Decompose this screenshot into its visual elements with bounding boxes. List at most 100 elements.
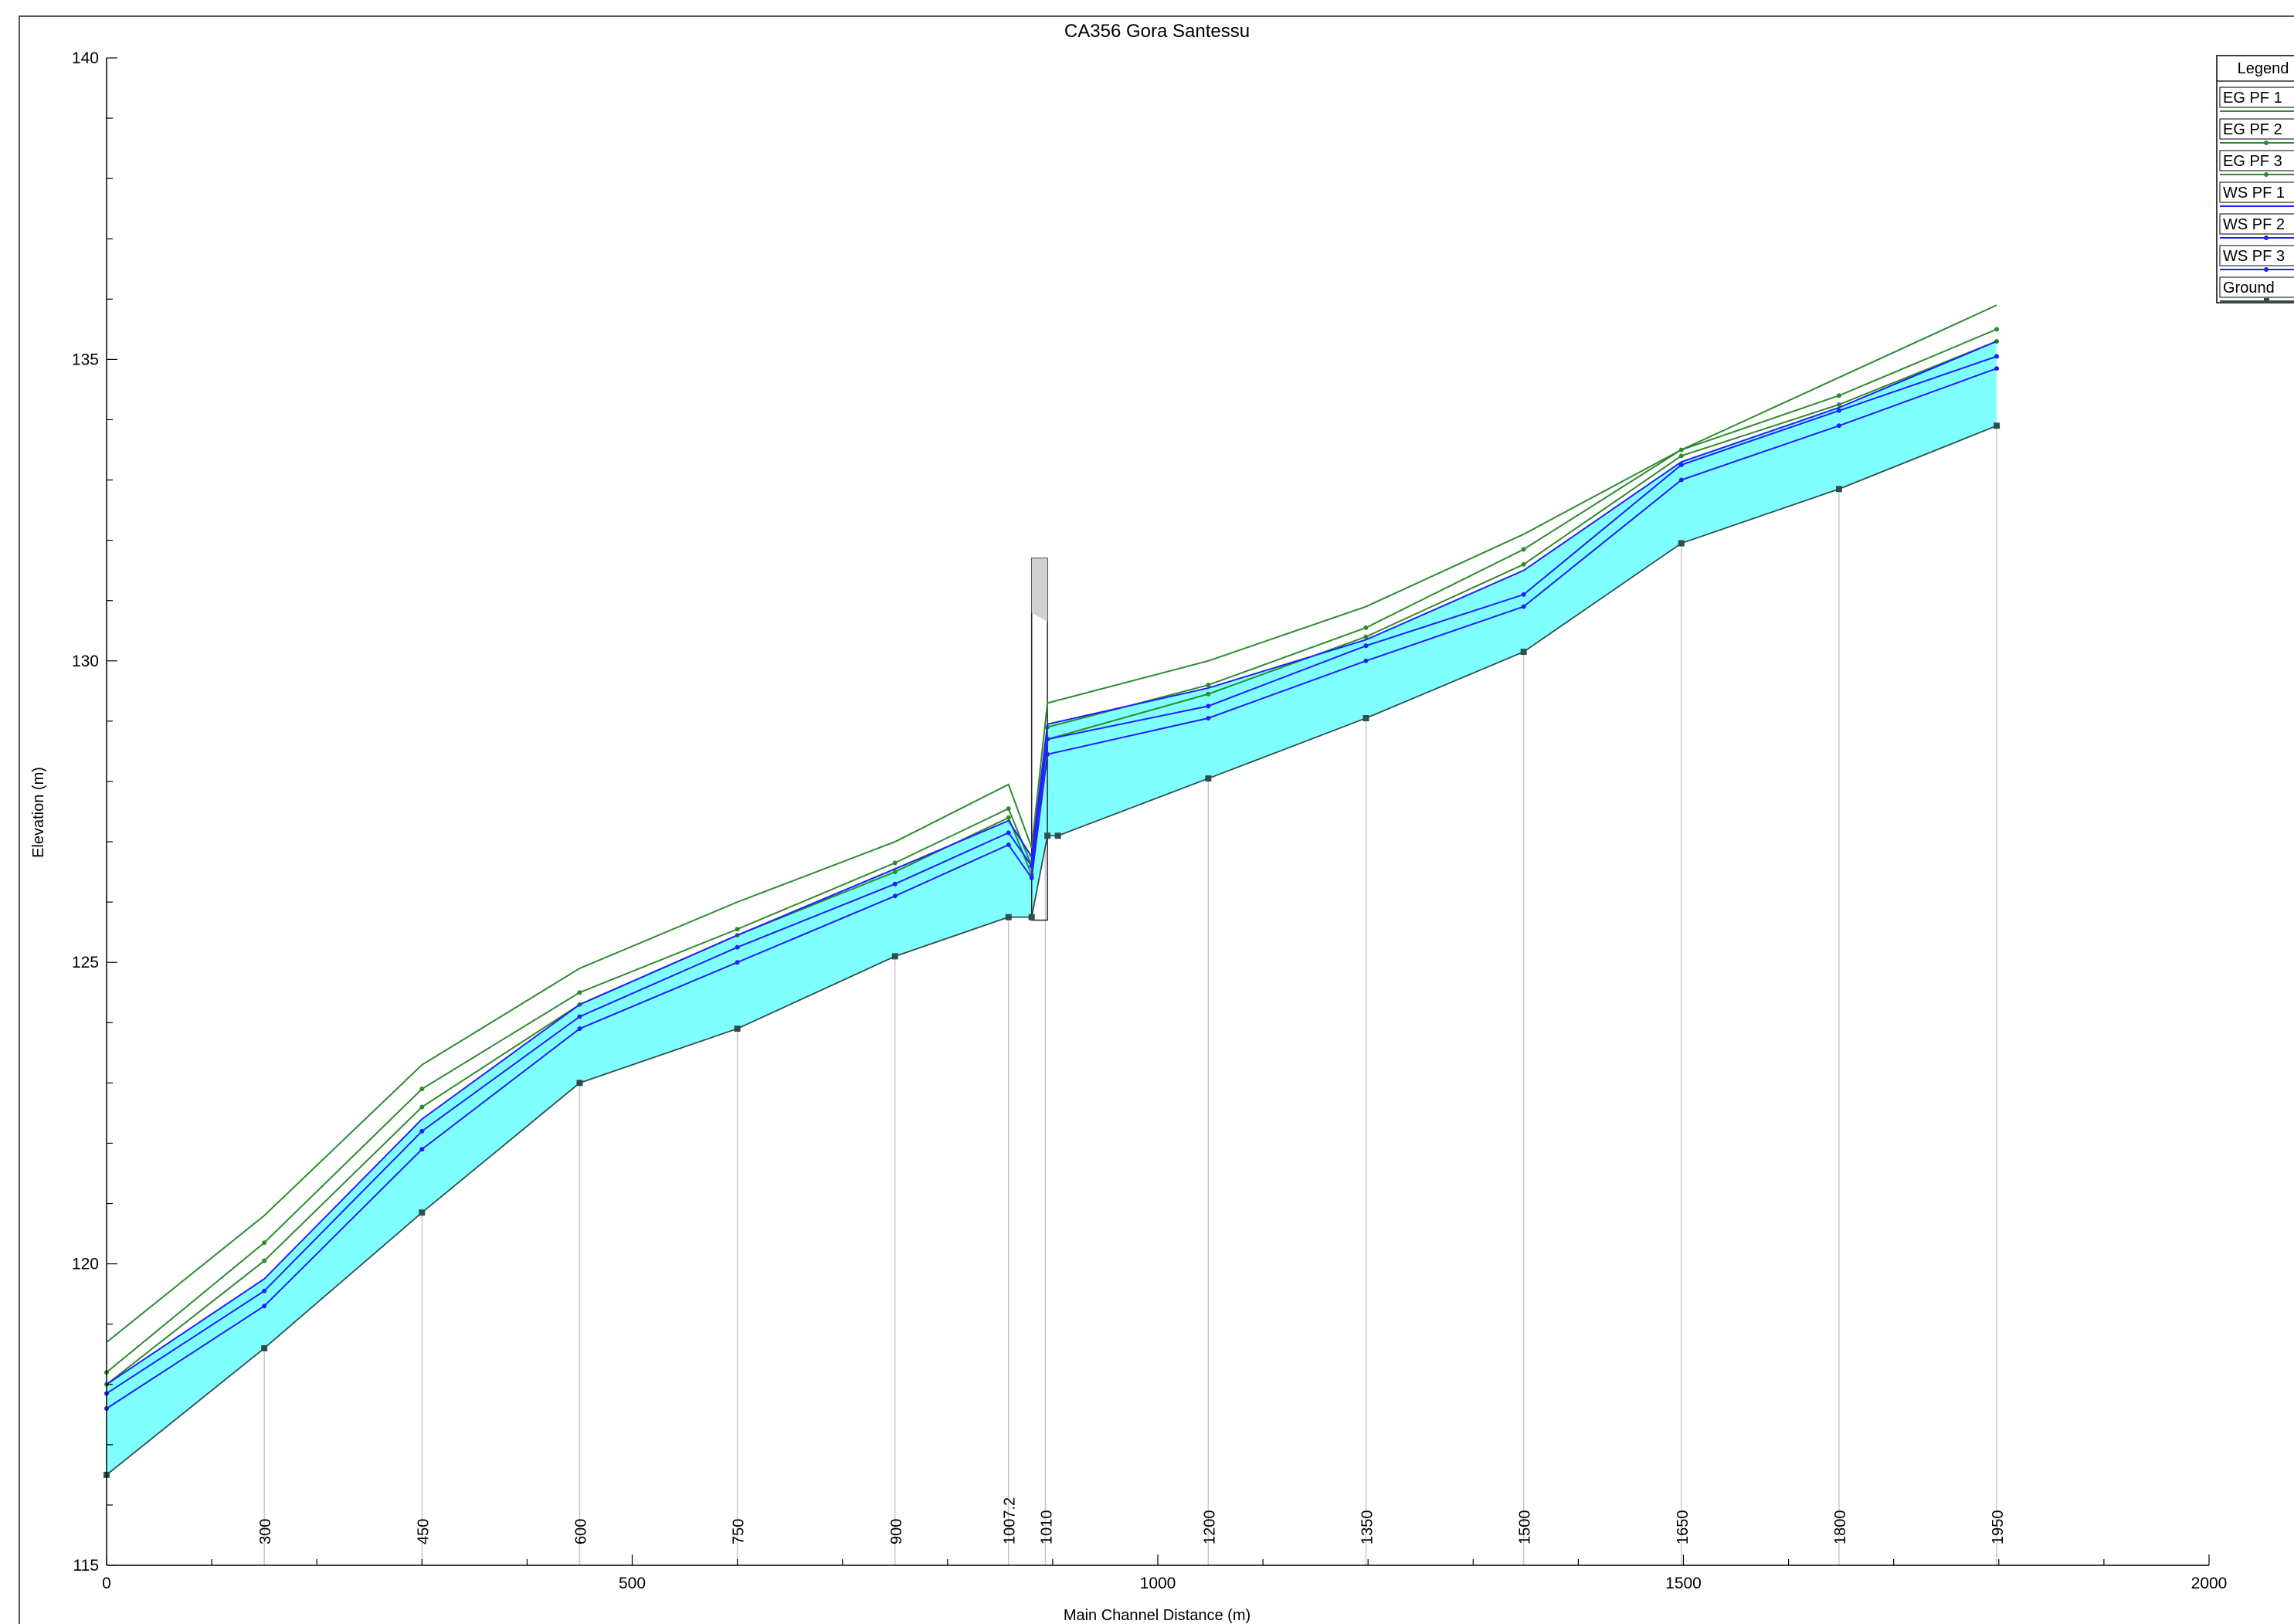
legend-label: EG PF 2 [2223, 121, 2282, 138]
data-point [1994, 366, 2000, 371]
data-point [1054, 832, 1061, 839]
data-point [1006, 830, 1011, 836]
legend-label: EG PF 3 [2223, 153, 2282, 170]
data-point [419, 1209, 426, 1216]
data-point [1006, 806, 1011, 812]
data-point [419, 1147, 425, 1152]
legend-marker [2264, 298, 2269, 303]
water-fill [107, 341, 1997, 1475]
station-label: 1200 [1201, 1510, 1218, 1545]
legend-marker [2264, 267, 2269, 272]
data-point [1206, 715, 1211, 720]
data-point [1028, 914, 1035, 920]
legend-entry-box [2219, 213, 2294, 235]
data-point [262, 1258, 267, 1263]
data-point [735, 960, 740, 965]
data-point [1206, 691, 1211, 697]
station-label: 750 [731, 1519, 748, 1544]
data-point [1205, 775, 1212, 782]
data-point [1678, 540, 1685, 547]
data-point [892, 860, 898, 866]
y-tick-label: 125 [72, 954, 99, 971]
data-point [1006, 842, 1011, 847]
y-axis-label: Elevation (m) [30, 767, 47, 858]
x-tick-label: 2000 [2191, 1575, 2228, 1592]
data-point [892, 893, 898, 899]
legend-marker [2264, 172, 2269, 177]
legend-label: WS PF 3 [2223, 248, 2285, 265]
data-point [1836, 393, 1841, 398]
data-point [1521, 604, 1526, 609]
data-point [1029, 875, 1034, 880]
data-point [1994, 422, 2000, 429]
data-point [1363, 658, 1369, 663]
station-label: 1500 [1517, 1510, 1534, 1545]
bridge-shading [1031, 558, 1048, 622]
series-line-ws-pf-1 [106, 341, 1997, 1385]
data-point [1521, 561, 1526, 567]
data-point [1678, 463, 1684, 468]
legend-label: EG PF 1 [2223, 90, 2282, 107]
data-point [1045, 751, 1050, 757]
data-point [892, 870, 898, 875]
data-point [1836, 408, 1841, 413]
station-label: 1350 [1359, 1510, 1376, 1545]
data-point [1835, 486, 1842, 493]
data-point [1994, 327, 2000, 332]
data-point [1520, 649, 1527, 656]
data-point [1045, 737, 1050, 742]
legend-title: Legend [2238, 60, 2289, 77]
data-point [892, 881, 898, 887]
data-point [577, 1014, 582, 1019]
station-label: 600 [572, 1519, 589, 1544]
data-point [1521, 547, 1526, 552]
data-point [576, 1080, 583, 1087]
x-axis-label: Main Channel Distance (m) [1064, 1607, 1251, 1624]
data-point [262, 1240, 267, 1246]
legend-entry-box [2219, 150, 2294, 171]
legend: Legend EG PF 1 EG PF 2 EG PF 3 WS PF 1 WS PF … [2216, 55, 2294, 303]
x-tick-label: 0 [102, 1575, 111, 1592]
station-label: 1010 [1038, 1510, 1055, 1545]
data-point [1362, 714, 1369, 721]
data-point [419, 1104, 425, 1110]
data-point [262, 1304, 267, 1309]
legend-entry-box [2219, 181, 2294, 203]
chart-title: CA356 Gora Santessu [1064, 21, 1250, 42]
data-point [1363, 643, 1369, 649]
series-line-eg-pf-1 [106, 304, 1997, 1343]
data-point [1363, 625, 1369, 630]
data-point [1678, 477, 1684, 483]
y-tick-label: 135 [72, 351, 99, 368]
data-point [1206, 683, 1211, 688]
data-point [1678, 453, 1684, 459]
data-point [419, 1128, 425, 1134]
legend-entry-box [2219, 118, 2294, 140]
station-label: 1650 [1675, 1510, 1692, 1545]
data-point [734, 1026, 741, 1032]
y-tick-label: 140 [72, 49, 99, 67]
data-point [1206, 704, 1211, 709]
data-point [1005, 914, 1012, 920]
station-label: 900 [888, 1519, 905, 1544]
data-point [735, 944, 740, 950]
station-label: 450 [415, 1519, 432, 1544]
chart-frame [19, 15, 2294, 1624]
data-point [577, 990, 582, 995]
legend-entry-box [2219, 245, 2294, 266]
legend-label: WS PF 1 [2223, 185, 2285, 202]
legend-marker [2264, 236, 2269, 240]
data-point [1006, 815, 1011, 820]
y-tick-label: 130 [72, 653, 99, 670]
data-point [1836, 423, 1841, 429]
x-tick-label: 1000 [1140, 1575, 1176, 1592]
data-point [1521, 592, 1526, 597]
y-tick-label: 120 [72, 1256, 99, 1273]
legend-label: WS PF 2 [2223, 216, 2285, 233]
station-label: 1800 [1832, 1510, 1849, 1545]
x-tick-label: 500 [619, 1575, 646, 1592]
station-label: 1007.2 [1002, 1497, 1019, 1544]
data-point [577, 1026, 582, 1032]
data-point [1044, 832, 1051, 839]
